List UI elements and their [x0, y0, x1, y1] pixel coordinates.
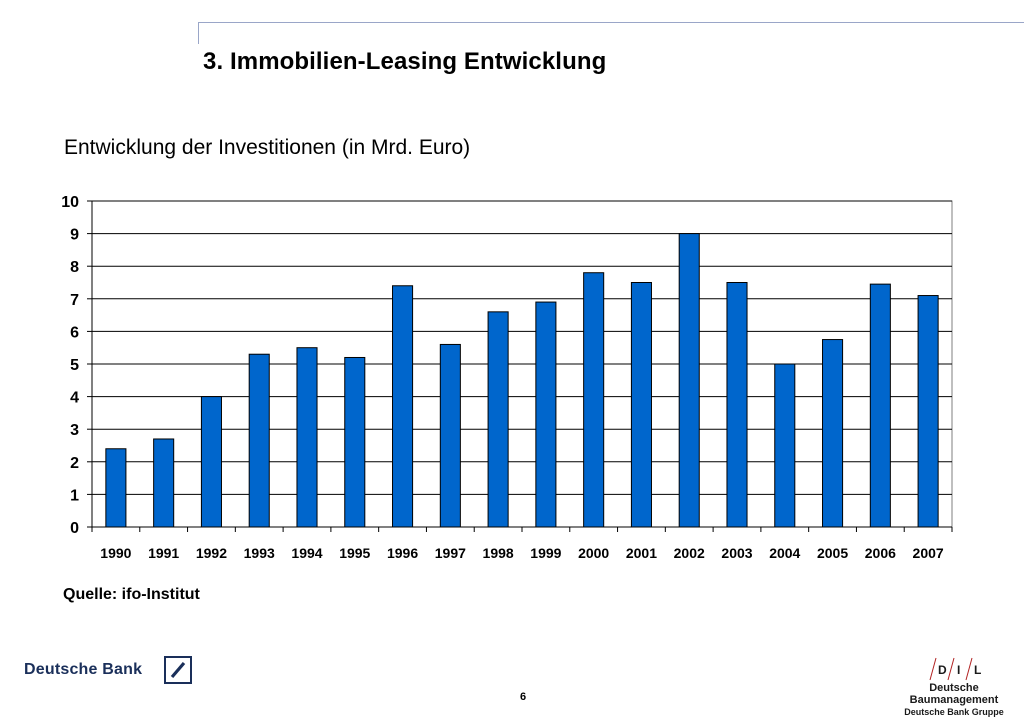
dil-letter-l: L: [974, 663, 981, 677]
y-tick-label: 7: [70, 292, 79, 309]
bar-1994: [296, 347, 318, 528]
dil-company-name: Deutsche Baumanagement: [909, 682, 999, 706]
y-tick-label: 2: [70, 455, 79, 472]
bar-2003: [726, 282, 748, 528]
x-tick-label-1993: 1993: [244, 545, 275, 561]
dil-letter-i: I: [957, 663, 960, 677]
header-rule-horizontal: [198, 22, 1024, 23]
bar-2002: [678, 233, 700, 528]
dil-logo-icon: D I L: [929, 657, 981, 681]
deutsche-bank-logo-icon: [164, 656, 193, 684]
dil-brand: D I L Deutsche Baumanagement Deutsche Ba…: [886, 656, 1022, 717]
y-tick-label: 0: [70, 520, 79, 537]
y-tick-label: 3: [70, 422, 79, 439]
x-tick-label-2004: 2004: [769, 545, 800, 561]
bar-1998: [487, 311, 509, 528]
x-tick-label-1999: 1999: [530, 545, 561, 561]
source-note: Quelle: ifo-Institut: [63, 586, 200, 603]
bar-1990: [105, 448, 127, 528]
x-tick-label-1996: 1996: [387, 545, 418, 561]
deutsche-bank-brand: Deutsche Bank: [24, 656, 193, 684]
bar-2001: [630, 282, 652, 528]
y-tick-label: 4: [70, 390, 79, 407]
bar-1995: [344, 356, 366, 528]
x-tick-label-1991: 1991: [148, 545, 179, 561]
bar-2007: [917, 295, 939, 528]
x-tick-label-2006: 2006: [865, 545, 896, 561]
x-tick-label-2002: 2002: [674, 545, 705, 561]
y-tick-label: 9: [70, 227, 79, 244]
x-tick-label-2000: 2000: [578, 545, 609, 561]
x-tick-label-1990: 1990: [100, 545, 131, 561]
bar-2006: [869, 283, 891, 528]
x-tick-label-1997: 1997: [435, 545, 466, 561]
x-tick-label-1992: 1992: [196, 545, 227, 561]
x-tick-label-2007: 2007: [913, 545, 944, 561]
bar-1999: [535, 301, 557, 528]
header-rule-vertical: [198, 22, 199, 44]
y-tick-label: 10: [61, 194, 79, 211]
y-tick-label: 8: [70, 259, 79, 276]
bar-1991: [153, 438, 175, 528]
y-tick-label: 1: [70, 487, 79, 504]
y-tick-label: 5: [70, 357, 79, 374]
bar-2004: [774, 363, 796, 528]
x-tick-label-1998: 1998: [483, 545, 514, 561]
bar-1992: [200, 396, 222, 528]
bar-2000: [583, 272, 605, 528]
page-number: 6: [520, 691, 527, 703]
chart-title: Entwicklung der Investitionen (in Mrd. E…: [64, 136, 471, 159]
dil-letter-d: D: [938, 663, 947, 677]
x-tick-label-2005: 2005: [817, 545, 848, 561]
deutsche-bank-name: Deutsche Bank: [24, 661, 143, 678]
bar-1996: [392, 285, 414, 528]
x-tick-label-1995: 1995: [339, 545, 370, 561]
bar-1993: [248, 353, 270, 528]
x-tick-label-1994: 1994: [291, 545, 322, 561]
bar-1997: [439, 343, 461, 528]
x-tick-label-2003: 2003: [721, 545, 752, 561]
y-tick-label: 6: [70, 324, 79, 341]
bar-2005: [822, 339, 844, 528]
page-title: 3. Immobilien-Leasing Entwicklung: [203, 48, 607, 75]
x-tick-label-2001: 2001: [626, 545, 657, 561]
